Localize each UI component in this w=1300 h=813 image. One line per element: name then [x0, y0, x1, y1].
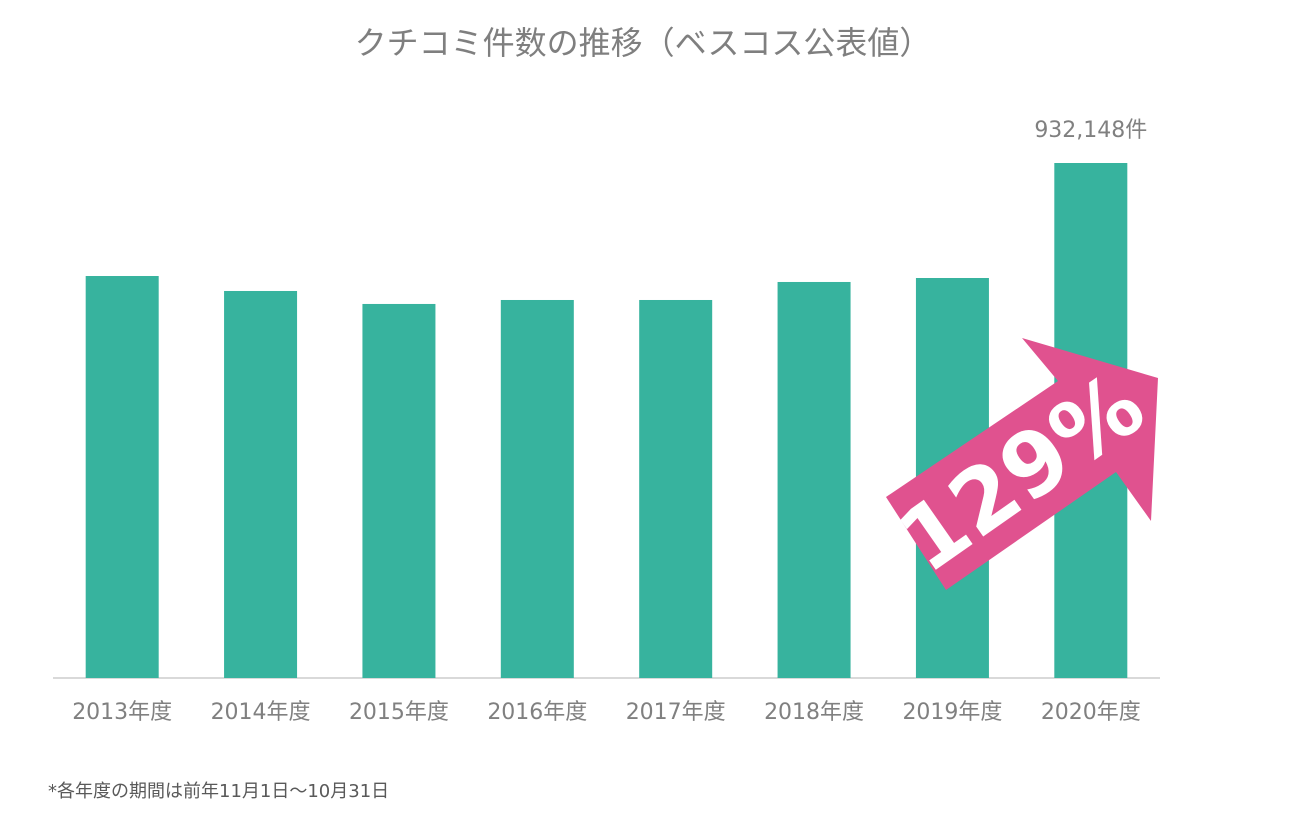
x-tick-label: 2015年度 — [349, 700, 449, 725]
x-tick-label: 2018年度 — [764, 700, 864, 725]
chart-title: クチコミ件数の推移（ベスコス公表値） — [355, 24, 932, 62]
x-tick-label: 2020年度 — [1041, 700, 1141, 725]
bar — [224, 290, 298, 678]
x-tick-label: 2014年度 — [211, 700, 311, 725]
value-label: 932,148件 — [1034, 118, 1147, 143]
bar — [639, 299, 713, 678]
bar — [362, 303, 436, 678]
x-tick-label: 2016年度 — [487, 700, 587, 725]
x-tick-label: 2013年度 — [72, 700, 172, 725]
x-tick-label: 2017年度 — [626, 700, 726, 725]
arrow-shape — [886, 338, 1158, 590]
footnote: *各年度の期間は前年11月1日〜10月31日 — [48, 781, 389, 802]
x-tick-label: 2019年度 — [902, 700, 1002, 725]
bar — [500, 299, 574, 678]
bar — [777, 281, 851, 678]
bar — [85, 276, 159, 678]
